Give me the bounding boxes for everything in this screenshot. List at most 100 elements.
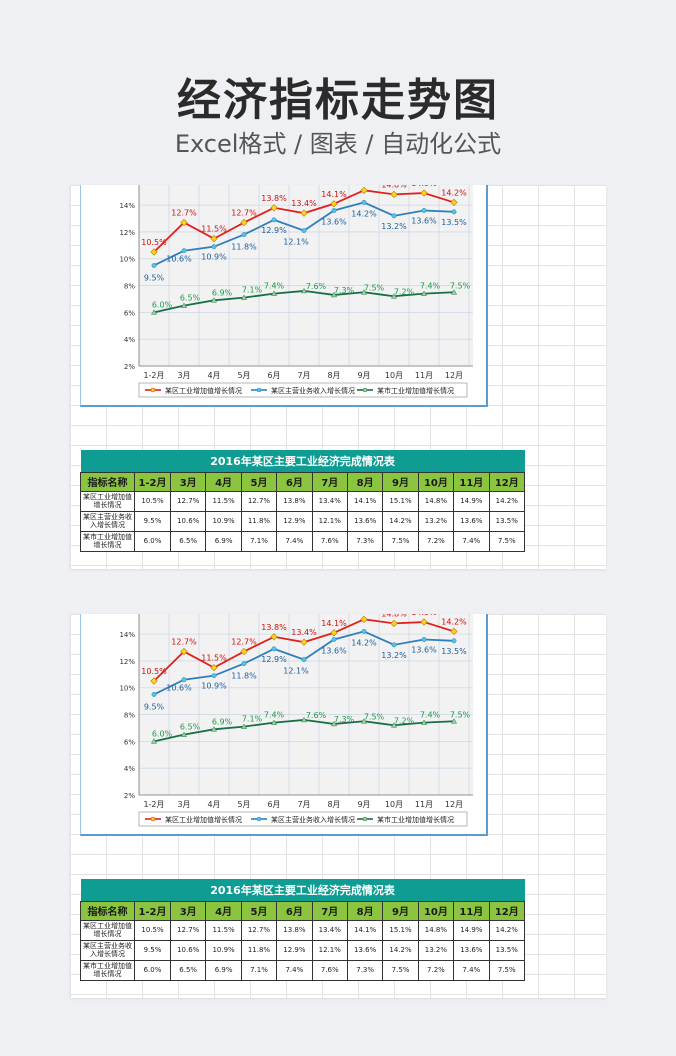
x-tick-label: 4月 [207, 800, 220, 809]
table-cell: 7.2% [417, 959, 455, 981]
table-cell: 14.8% [417, 919, 455, 941]
line-chart: 2% 4% 6% 8% 10% 12% 14% 1-2月 3月 4月 5月 6月 7月 8月 9月 10月 11… [80, 614, 488, 836]
table-cell: 12.9% [276, 939, 313, 961]
plot-area [139, 614, 473, 795]
legend-swatch-marker [256, 816, 262, 822]
legend-entry: 某市工业增加值增长情况 [377, 815, 454, 824]
column-header: 1-2月 [134, 471, 171, 492]
data-point [240, 218, 248, 227]
data-label: 14.2% [441, 188, 467, 197]
legend-entry: 某区工业增加值增长情况 [165, 815, 242, 824]
table-cell: 11.8% [240, 939, 278, 961]
column-header: 10月 [417, 900, 455, 921]
x-tick-label: 7月 [297, 371, 310, 380]
table-cell: 6.9% [205, 959, 242, 981]
data-point [300, 638, 308, 646]
y-tick-label: 6% [124, 738, 135, 746]
excel-preview-1: 2% 4% 6% 8% 10% 12% 14% 1-2月 3月 4月 5月 6月 7月 8月 9月 10月 11… [70, 185, 606, 569]
data-point [271, 217, 277, 223]
table-row: 某区主营业务收入增长情况 9.5% 10.6% 10.9% 11.8% 12.9% 12.1… [80, 510, 526, 532]
table-cell: 14.9% [453, 919, 490, 941]
table-cell: 14.2% [382, 939, 419, 961]
data-point [180, 302, 188, 308]
data-point [271, 646, 277, 652]
data-label: 7.5% [364, 712, 385, 721]
x-tick-label: 11月 [415, 371, 433, 380]
table-header-row: 指标名称 1-2月 3月 4月 5月 6月 7月 8月 9月 10月 11月 12月 [80, 471, 526, 492]
data-label: 7.5% [364, 283, 385, 292]
data-point [330, 291, 338, 298]
row-label: 某市工业增加值增长情况 [80, 959, 135, 981]
data-point [270, 204, 278, 212]
legend-swatch-marker [256, 387, 262, 393]
data-label: 13.5% [441, 218, 467, 227]
data-table-wrap: 2016年某区主要工业经济完成情况表 指标名称 1-2月 3月 4月 5月 6月 7月 8月 9月… [80, 450, 526, 552]
table-cell: 7.6% [311, 959, 348, 981]
data-label: 7.2% [394, 287, 415, 296]
x-tick-label: 10月 [385, 371, 403, 380]
data-label: 14.2% [441, 617, 467, 626]
data-point [300, 287, 308, 294]
table-header-row: 指标名称 1-2月 3月 4月 5月 6月 7月 8月 9月 10月 11月 12月 [80, 900, 526, 921]
data-label: 13.2% [381, 222, 407, 231]
y-tick-label: 12% [119, 229, 135, 237]
legend-swatch-marker [362, 816, 368, 822]
table-cell: 7.5% [488, 959, 526, 981]
data-label: 12.1% [283, 667, 309, 676]
data-label: 7.5% [450, 710, 471, 719]
data-point [301, 228, 307, 234]
data-point [330, 629, 338, 637]
data-label: 14.1% [321, 190, 347, 199]
table-cell: 6.0% [134, 530, 171, 552]
data-label: 6.9% [212, 288, 233, 297]
table-cell: 13.8% [276, 490, 313, 512]
data-table: 2016年某区主要工业经济完成情况表 指标名称 1-2月 3月 4月 5月 6月 7月 8月 9月… [80, 450, 526, 552]
table-cell: 7.3% [346, 959, 384, 981]
table-cell: 14.2% [488, 919, 526, 941]
data-point [180, 218, 188, 227]
data-label: 7.2% [394, 716, 415, 725]
data-label: 13.8% [261, 194, 287, 203]
table-row: 某市工业增加值增长情况 6.0% 6.5% 6.9% 7.1% 7.4% 7.6% 7.3% 7… [80, 959, 526, 981]
data-point [361, 628, 367, 634]
x-tick-label: 9月 [357, 371, 370, 380]
data-label: 14.8% [381, 185, 407, 189]
data-label: 7.4% [264, 282, 285, 291]
legend-box [138, 811, 468, 827]
table-cell: 10.6% [169, 510, 207, 532]
y-tick-label: 6% [124, 309, 135, 317]
data-point [300, 209, 308, 217]
column-header: 3月 [169, 900, 207, 921]
table-cell: 7.6% [311, 530, 348, 552]
table-cell: 13.5% [488, 510, 526, 532]
data-point [241, 661, 247, 667]
table-cell: 11.5% [205, 919, 242, 941]
data-label: 7.1% [242, 715, 263, 724]
table-cell: 12.9% [276, 510, 313, 532]
table-cell: 6.0% [134, 959, 171, 981]
data-label: 12.7% [231, 209, 257, 218]
data-label: 14.2% [351, 209, 377, 218]
data-point [360, 615, 368, 623]
row-label: 某区主营业务收入增长情况 [80, 510, 135, 532]
table-cell: 12.7% [240, 490, 278, 512]
table-cell: 13.6% [346, 510, 384, 532]
data-label: 13.6% [321, 217, 347, 226]
table-cell: 7.5% [382, 530, 419, 552]
data-point [390, 619, 398, 628]
y-tick-label: 8% [124, 712, 135, 720]
data-label: 12.1% [283, 238, 309, 247]
table-row: 某区工业增加值增长情况 10.5% 12.7% 11.5% 12.7% 13.8% 13.4… [80, 490, 526, 512]
data-point [451, 209, 457, 215]
y-tick-label: 4% [124, 765, 135, 773]
table-row: 某区工业增加值增长情况 10.5% 12.7% 11.5% 12.7% 13.8% 13.4… [80, 919, 526, 941]
x-tick-label: 11月 [415, 800, 433, 809]
data-point [360, 289, 368, 295]
column-header: 1-2月 [134, 900, 171, 921]
data-point [301, 657, 307, 663]
table-cell: 14.1% [346, 919, 384, 941]
table-cell: 14.1% [346, 490, 384, 512]
data-point [450, 718, 458, 724]
table-cell: 13.6% [453, 939, 490, 961]
data-label: 7.4% [420, 282, 441, 291]
